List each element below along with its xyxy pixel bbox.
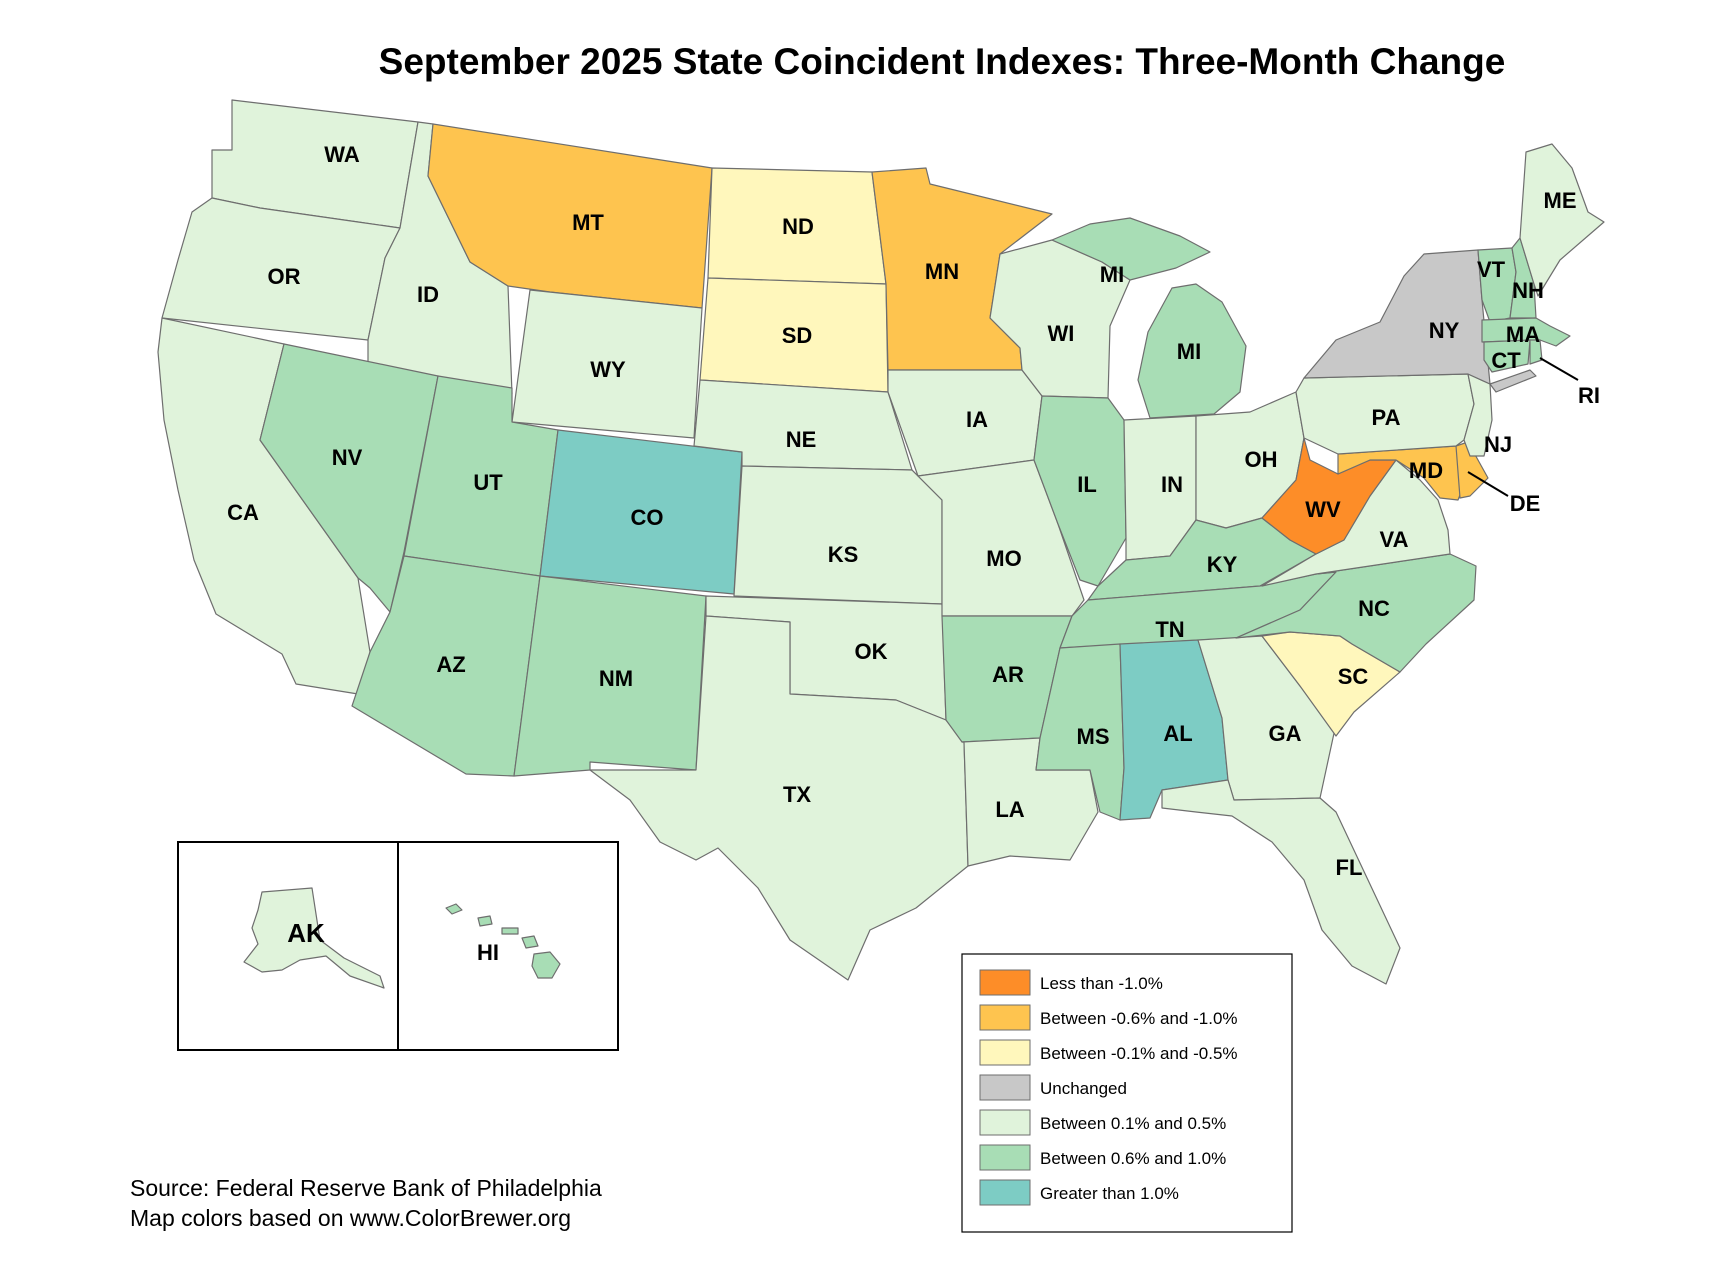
state-wv[interactable] [1261, 437, 1397, 555]
label-ca: CA [227, 500, 259, 525]
label-ma: MA [1506, 322, 1540, 347]
legend-swatch [979, 969, 1031, 996]
legend-swatch [979, 1109, 1031, 1136]
state-ny[interactable] [1303, 249, 1537, 393]
state-ks[interactable] [733, 465, 943, 605]
label-id: ID [417, 282, 439, 307]
label-va: VA [1380, 527, 1409, 552]
label-oh: OH [1245, 447, 1278, 472]
label-ut: UT [473, 470, 503, 495]
legend-label: Unchanged [1040, 1079, 1127, 1098]
state-ct[interactable] [1483, 339, 1531, 373]
label-wy: WY [590, 357, 626, 382]
state-nc[interactable] [1235, 553, 1477, 673]
label-tn: TN [1155, 617, 1184, 642]
label-tx: TX [783, 782, 811, 807]
label-al: AL [1163, 721, 1192, 746]
label-wv: WV [1305, 497, 1341, 522]
label-nm: NM [599, 666, 633, 691]
callout-line-ri [1539, 357, 1579, 381]
label-hi: HI [477, 940, 499, 965]
state-mt[interactable] [427, 123, 713, 309]
label-ms: MS [1077, 724, 1110, 749]
label-fl: FL [1336, 855, 1363, 880]
legend-label: Less than -1.0% [1040, 974, 1163, 993]
label-il: IL [1077, 472, 1097, 497]
state-ak[interactable] [243, 887, 385, 989]
state-mi-upper[interactable] [1051, 217, 1211, 281]
label-ne: NE [786, 427, 817, 452]
label-nv: NV [332, 445, 363, 470]
state-me[interactable] [1519, 143, 1605, 297]
label-wi: WI [1048, 321, 1075, 346]
label-mi: MI [1177, 339, 1201, 364]
legend-label: Between 0.1% and 0.5% [1040, 1114, 1226, 1133]
label-ks: KS [828, 542, 859, 567]
hawaii-islands [445, 903, 561, 979]
legend-swatch [979, 1004, 1031, 1031]
label-ak: AK [287, 918, 325, 948]
legend-swatch [979, 1074, 1031, 1101]
label-nj: NJ [1484, 432, 1512, 457]
label-az: AZ [436, 652, 465, 677]
label-vt: VT [1477, 257, 1506, 282]
label-pa: PA [1372, 405, 1401, 430]
label-mi-upper: MI [1100, 262, 1124, 287]
label-co: CO [631, 505, 664, 530]
legend-label: Greater than 1.0% [1040, 1184, 1179, 1203]
label-mn: MN [925, 259, 959, 284]
map-title: September 2025 State Coincident Indexes:… [379, 41, 1506, 82]
label-nh: NH [1512, 278, 1544, 303]
label-sc: SC [1338, 664, 1369, 689]
label-in: IN [1161, 472, 1183, 497]
state-hi-oahu[interactable] [477, 915, 493, 927]
label-mt: MT [572, 210, 604, 235]
label-ny: NY [1429, 318, 1460, 343]
label-ct: CT [1491, 348, 1521, 373]
state-labels: WA OR CA ID NV MT WY UT CO AZ NM ND SD N… [227, 142, 1600, 880]
state-nj[interactable] [1463, 373, 1493, 457]
source-line-2: Map colors based on www.ColorBrewer.org [130, 1205, 571, 1231]
state-ia[interactable] [887, 369, 1043, 477]
label-ky: KY [1207, 552, 1238, 577]
state-hi-maui[interactable] [521, 935, 539, 949]
legend-label: Between -0.6% and -1.0% [1040, 1009, 1238, 1028]
state-mi[interactable] [1137, 283, 1247, 419]
callout-lines [1467, 357, 1579, 497]
legend-swatch [979, 1039, 1031, 1066]
state-wy[interactable] [511, 289, 703, 439]
label-ok: OK [855, 639, 888, 664]
legend: Less than -1.0% Between -0.6% and -1.0% Be… [961, 953, 1293, 1233]
legend-label: Between 0.6% and 1.0% [1040, 1149, 1226, 1168]
inset-panels: AK HI [177, 841, 619, 1051]
legend-swatch [979, 1144, 1031, 1171]
label-nc: NC [1358, 596, 1390, 621]
label-ga: GA [1269, 721, 1302, 746]
label-sd: SD [782, 323, 813, 348]
label-la: LA [995, 797, 1024, 822]
state-hi-kauai[interactable] [445, 903, 463, 915]
label-mo: MO [986, 546, 1021, 571]
label-de: DE [1510, 491, 1541, 516]
label-nd: ND [782, 214, 814, 239]
state-hi-big-island[interactable] [531, 951, 561, 979]
callout-line-de [1467, 471, 1509, 497]
label-ia: IA [966, 407, 988, 432]
source-line-1: Source: Federal Reserve Bank of Philadel… [130, 1175, 602, 1201]
label-me: ME [1544, 188, 1577, 213]
label-ri: RI [1578, 383, 1600, 408]
states-layer [157, 99, 1605, 985]
inset-frame-hawaii [397, 841, 619, 1051]
state-tx[interactable] [589, 615, 969, 981]
state-hi-molokai[interactable] [501, 927, 519, 935]
legend-label: Between -0.1% and -0.5% [1040, 1044, 1238, 1063]
label-md: MD [1409, 458, 1443, 483]
label-ar: AR [992, 662, 1024, 687]
state-fl[interactable] [1161, 779, 1401, 985]
legend-swatch [979, 1179, 1031, 1206]
label-wa: WA [324, 142, 360, 167]
legend-items: Less than -1.0% Between -0.6% and -1.0% Be… [979, 969, 1238, 1206]
label-or: OR [268, 264, 301, 289]
